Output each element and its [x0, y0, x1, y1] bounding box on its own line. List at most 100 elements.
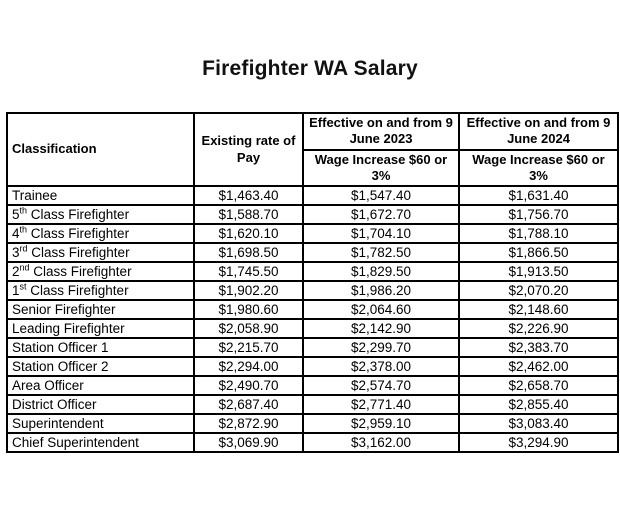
classification-text: 4	[12, 225, 20, 241]
rate-2023-cell: $1,782.50	[302, 242, 460, 263]
rate-2023-cell: $2,771.40	[302, 394, 460, 415]
existing-rate-cell: $2,294.00	[193, 356, 304, 377]
classification-text: 2	[12, 263, 20, 279]
rate-2024-cell: $1,913.50	[458, 261, 619, 282]
table-row: Station Officer 1 $2,215.70 $2,299.70 $2…	[6, 337, 619, 358]
classification-text: 5	[12, 206, 20, 222]
rate-2024-cell: $2,855.40	[458, 394, 619, 415]
rate-2024-cell: $2,462.00	[458, 356, 619, 377]
existing-rate-cell: $1,698.50	[193, 242, 304, 263]
table-row: Leading Firefighter $2,058.90 $2,142.90 …	[6, 318, 619, 339]
rate-2023-cell: $2,378.00	[302, 356, 460, 377]
rate-2024-cell: $3,294.90	[458, 432, 619, 453]
rate-2023-cell: $1,672.70	[302, 204, 460, 225]
classification-text: Area Officer	[12, 377, 84, 393]
classification-text-rest: Class Firefighter	[26, 282, 129, 298]
classification-text: District Officer	[12, 396, 97, 412]
classification-ordinal-suffix: nd	[19, 262, 30, 272]
table-row: Chief Superintendent $3,069.90 $3,162.00…	[6, 432, 619, 453]
classification-cell: 5th Class Firefighter	[6, 204, 195, 225]
classification-text-rest: Class Firefighter	[27, 225, 130, 241]
classification-ordinal-suffix: st	[19, 281, 27, 291]
classification-text: Senior Firefighter	[12, 301, 116, 317]
existing-rate-cell: $2,215.70	[193, 337, 304, 358]
existing-rate-cell: $1,745.50	[193, 261, 304, 282]
rate-2024-cell: $2,658.70	[458, 375, 619, 396]
rate-2024-cell: $3,083.40	[458, 413, 619, 434]
classification-text-rest: Class Firefighter	[27, 244, 130, 260]
existing-rate-cell: $1,980.60	[193, 299, 304, 320]
classification-cell: Leading Firefighter	[6, 318, 195, 339]
classification-cell: Superintendent	[6, 413, 195, 434]
table-row: 3rd Class Firefighter $1,698.50 $1,782.5…	[6, 242, 619, 263]
rate-2023-cell: $2,574.70	[302, 375, 460, 396]
classification-ordinal-suffix: th	[19, 205, 28, 215]
existing-rate-cell: $2,872.90	[193, 413, 304, 434]
classification-cell: 1st Class Firefighter	[6, 280, 195, 301]
classification-cell: Area Officer	[6, 375, 195, 396]
existing-rate-cell: $1,620.10	[193, 223, 304, 244]
table-row: 2nd Class Firefighter $1,745.50 $1,829.5…	[6, 261, 619, 282]
header-effective-2023: Effective on and from 9 June 2023	[302, 112, 460, 151]
existing-rate-cell: $3,069.90	[193, 432, 304, 453]
existing-rate-cell: $1,902.20	[193, 280, 304, 301]
classification-text: Station Officer 2	[12, 358, 109, 374]
table-row: 4th Class Firefighter $1,620.10 $1,704.1…	[6, 223, 619, 244]
rate-2023-cell: $1,704.10	[302, 223, 460, 244]
classification-text: 3	[12, 244, 20, 260]
table-header: Classification Existing rate of Pay Effe…	[6, 112, 619, 187]
existing-rate-cell: $2,490.70	[193, 375, 304, 396]
table-body: Trainee $1,463.40 $1,547.40 $1,631.40 5t…	[6, 185, 619, 453]
classification-cell: 4th Class Firefighter	[6, 223, 195, 244]
classification-text-rest: Class Firefighter	[27, 206, 130, 222]
classification-ordinal-suffix: th	[19, 224, 28, 234]
table-row: 5th Class Firefighter $1,588.70 $1,672.7…	[6, 204, 619, 225]
rate-2024-cell: $2,148.60	[458, 299, 619, 320]
existing-rate-cell: $1,463.40	[193, 185, 304, 206]
table-row: Area Officer $2,490.70 $2,574.70 $2,658.…	[6, 375, 619, 396]
classification-text: Chief Superintendent	[12, 434, 139, 450]
rate-2023-cell: $2,959.10	[302, 413, 460, 434]
classification-cell: Trainee	[6, 185, 195, 206]
rate-2024-cell: $1,788.10	[458, 223, 619, 244]
rate-2023-cell: $3,162.00	[302, 432, 460, 453]
header-existing-rate: Existing rate of Pay	[193, 112, 304, 187]
table-row: Superintendent $2,872.90 $2,959.10 $3,08…	[6, 413, 619, 434]
rate-2023-cell: $2,299.70	[302, 337, 460, 358]
classification-cell: Station Officer 1	[6, 337, 195, 358]
table-row: 1st Class Firefighter $1,902.20 $1,986.2…	[6, 280, 619, 301]
classification-cell: 3rd Class Firefighter	[6, 242, 195, 263]
header-effective-2024: Effective on and from 9 June 2024	[458, 112, 619, 151]
rate-2024-cell: $1,866.50	[458, 242, 619, 263]
classification-cell: Station Officer 2	[6, 356, 195, 377]
header-wage-increase-2023: Wage Increase $60 or 3%	[302, 148, 460, 187]
rate-2024-cell: $2,070.20	[458, 280, 619, 301]
rate-2023-cell: $2,064.60	[302, 299, 460, 320]
rate-2024-cell: $2,383.70	[458, 337, 619, 358]
classification-cell: Chief Superintendent	[6, 432, 195, 453]
classification-cell: Senior Firefighter	[6, 299, 195, 320]
classification-text: 1	[12, 282, 20, 298]
classification-text: Trainee	[12, 187, 58, 203]
rate-2024-cell: $2,226.90	[458, 318, 619, 339]
page-title: Firefighter WA Salary	[202, 57, 418, 80]
table-row: District Officer $2,687.40 $2,771.40 $2,…	[6, 394, 619, 415]
rate-2023-cell: $1,547.40	[302, 185, 460, 206]
rate-2024-cell: $1,756.70	[458, 204, 619, 225]
header-classification: Classification	[6, 112, 195, 187]
rate-2023-cell: $1,829.50	[302, 261, 460, 282]
table-row: Senior Firefighter $1,980.60 $2,064.60 $…	[6, 299, 619, 320]
existing-rate-cell: $1,588.70	[193, 204, 304, 225]
classification-text: Superintendent	[12, 415, 104, 431]
classification-text-rest: Class Firefighter	[29, 263, 132, 279]
classification-cell: District Officer	[6, 394, 195, 415]
existing-rate-cell: $2,058.90	[193, 318, 304, 339]
classification-text: Leading Firefighter	[12, 320, 125, 336]
rate-2023-cell: $2,142.90	[302, 318, 460, 339]
salary-table: Classification Existing rate of Pay Effe…	[6, 112, 619, 453]
classification-ordinal-suffix: rd	[19, 243, 28, 253]
table-row: Station Officer 2 $2,294.00 $2,378.00 $2…	[6, 356, 619, 377]
table-row: Trainee $1,463.40 $1,547.40 $1,631.40	[6, 185, 619, 206]
classification-text: Station Officer 1	[12, 339, 109, 355]
header-wage-increase-2024: Wage Increase $60 or 3%	[458, 148, 619, 187]
